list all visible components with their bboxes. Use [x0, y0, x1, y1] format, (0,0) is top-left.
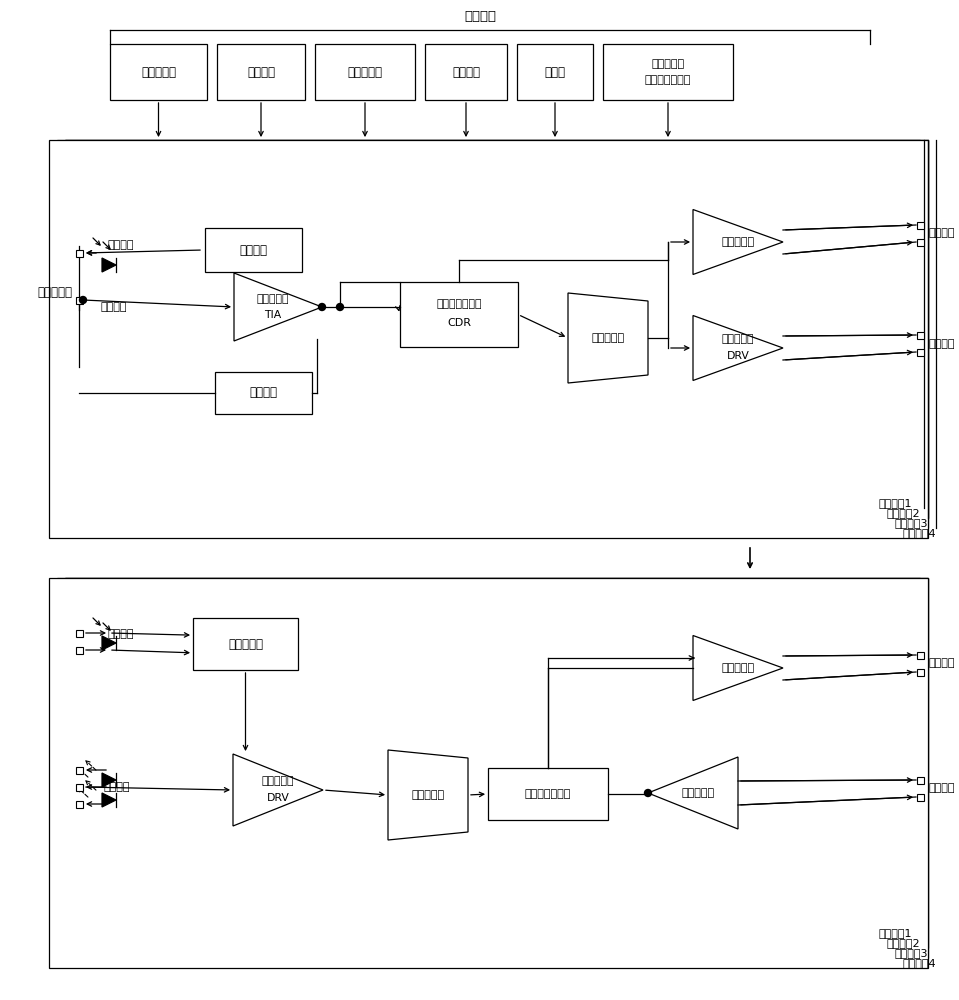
Text: 接收通道4: 接收通道4: [902, 528, 936, 538]
Text: 数据输出: 数据输出: [104, 782, 130, 792]
Text: 接收通道2: 接收通道2: [886, 508, 920, 518]
Text: 时钟输出: 时钟输出: [928, 228, 955, 238]
Text: 数据输入: 数据输入: [101, 302, 128, 312]
Polygon shape: [693, 636, 783, 700]
Text: 激光驱动器: 激光驱动器: [262, 776, 294, 786]
Circle shape: [644, 790, 651, 796]
Bar: [400, 282, 518, 347]
Bar: [57, 578, 928, 958]
Bar: [76, 647, 82, 654]
Circle shape: [337, 304, 343, 310]
Bar: [917, 776, 924, 784]
Polygon shape: [102, 258, 116, 272]
Text: 共用模块: 共用模块: [464, 9, 496, 22]
Bar: [917, 652, 924, 658]
Text: 功率控制器: 功率控制器: [228, 638, 263, 650]
Text: 电源控制器: 电源控制器: [141, 66, 176, 79]
Text: 输出驱动器: 输出驱动器: [722, 334, 754, 344]
Text: 时钟缓冲器: 时钟缓冲器: [721, 663, 755, 673]
Text: TIA: TIA: [265, 310, 282, 320]
Text: 串行接口: 串行接口: [452, 66, 480, 79]
Text: 数据输出: 数据输出: [928, 339, 955, 349]
Text: 反馈电阻: 反馈电阻: [249, 386, 277, 399]
Bar: [65, 140, 920, 508]
Text: 直流偏置: 直流偏置: [240, 243, 268, 256]
Text: 存储器: 存储器: [545, 66, 566, 79]
Bar: [917, 332, 924, 338]
Bar: [76, 630, 82, 637]
Bar: [193, 618, 298, 670]
Text: 时钟缓冲器: 时钟缓冲器: [721, 237, 755, 247]
Text: 时钟数据回复器: 时钟数据回复器: [525, 789, 572, 799]
Bar: [917, 349, 924, 356]
Polygon shape: [648, 757, 738, 829]
Polygon shape: [102, 773, 116, 787]
Bar: [917, 668, 924, 676]
Text: 直流偏置: 直流偏置: [247, 66, 275, 79]
Bar: [603, 44, 733, 100]
Bar: [65, 140, 928, 518]
Text: 伪随机数据: 伪随机数据: [651, 59, 685, 69]
Text: 接收通道3: 接收通道3: [895, 518, 928, 528]
Text: 数据缓冲器: 数据缓冲器: [682, 788, 714, 798]
Bar: [110, 44, 207, 100]
Bar: [76, 784, 82, 790]
Text: 电压输出: 电压输出: [107, 240, 134, 250]
Text: 数据选择器: 数据选择器: [592, 333, 624, 343]
Bar: [917, 238, 924, 245]
Polygon shape: [693, 210, 783, 274]
Text: 接收通道1: 接收通道1: [878, 498, 912, 508]
Bar: [205, 228, 302, 272]
Text: 数据选择器: 数据选择器: [411, 790, 445, 800]
Bar: [76, 800, 82, 808]
Polygon shape: [568, 293, 648, 383]
Text: DRV: DRV: [267, 793, 290, 803]
Bar: [315, 44, 415, 100]
Text: 发射通道4: 发射通道4: [902, 958, 936, 968]
Text: 时钟数据恢复器: 时钟数据恢复器: [436, 300, 481, 310]
Circle shape: [318, 304, 325, 310]
Bar: [517, 44, 593, 100]
Text: DRV: DRV: [727, 351, 749, 361]
Polygon shape: [388, 750, 468, 840]
Bar: [49, 140, 928, 538]
Bar: [488, 768, 608, 820]
Text: 数据输入: 数据输入: [928, 783, 955, 793]
Text: 逻辑控制器: 逻辑控制器: [347, 66, 383, 79]
Bar: [917, 794, 924, 800]
Text: 光电二极管: 光电二极管: [37, 286, 73, 300]
Polygon shape: [693, 316, 783, 380]
Circle shape: [80, 296, 86, 304]
Polygon shape: [233, 754, 323, 826]
Bar: [76, 296, 82, 304]
Bar: [76, 766, 82, 774]
Text: 发生器和校验器: 发生器和校验器: [644, 75, 691, 85]
Bar: [49, 578, 928, 968]
Polygon shape: [102, 793, 116, 807]
Polygon shape: [102, 636, 116, 650]
Bar: [57, 140, 928, 528]
Text: 发射通道3: 发射通道3: [895, 948, 928, 958]
Bar: [65, 578, 920, 938]
Text: 监测输入: 监测输入: [107, 629, 134, 639]
Bar: [76, 249, 82, 256]
Text: 时钟输出: 时钟输出: [928, 658, 955, 668]
Bar: [65, 578, 928, 948]
Text: 发射通道1: 发射通道1: [878, 928, 912, 938]
Bar: [425, 44, 507, 100]
Text: CDR: CDR: [447, 318, 471, 328]
Text: 发射通道2: 发射通道2: [886, 938, 920, 948]
Text: 跨导放大器: 跨导放大器: [257, 294, 290, 304]
Bar: [217, 44, 305, 100]
Bar: [215, 372, 312, 414]
Polygon shape: [234, 273, 322, 341]
Bar: [917, 222, 924, 229]
